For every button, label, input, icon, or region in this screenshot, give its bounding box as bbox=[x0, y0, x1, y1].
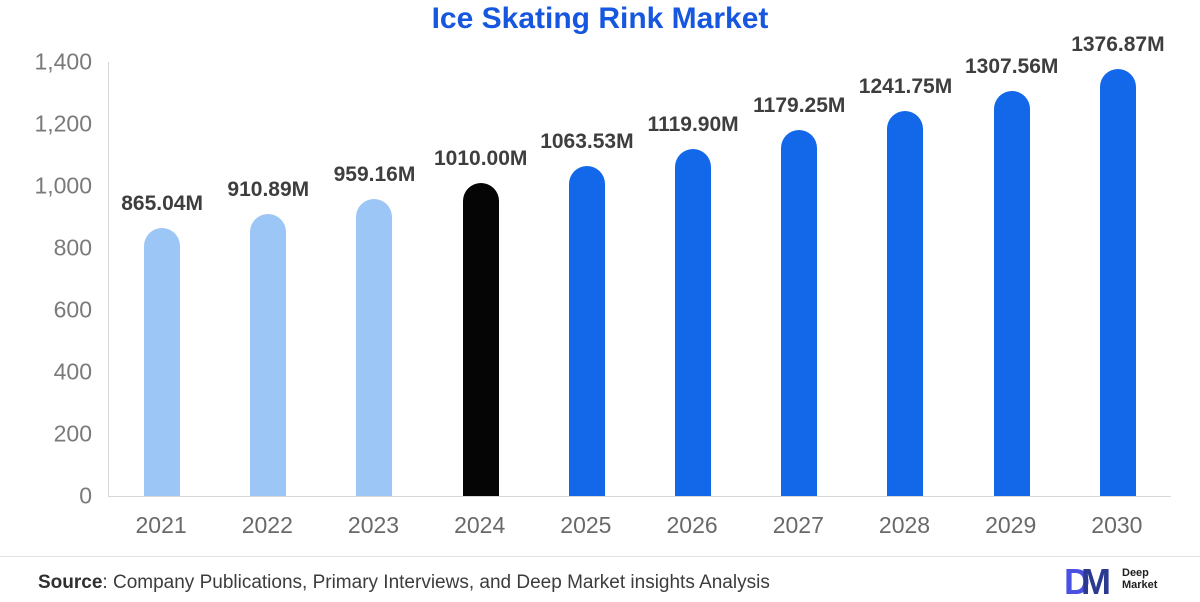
x-axis-tick-label: 2024 bbox=[454, 512, 506, 538]
x-axis-tick-label: 2030 bbox=[1091, 512, 1143, 538]
x-axis-tick-label: 2022 bbox=[241, 512, 293, 538]
y-axis-tick-label: 400 bbox=[53, 358, 92, 385]
bar-2029 bbox=[993, 90, 1030, 496]
bar-2028 bbox=[887, 111, 924, 496]
bar-value-label: 1010.00M bbox=[433, 146, 528, 170]
bar-value-label: 1119.90M bbox=[647, 112, 739, 136]
plot-area: 865.04M 910.89M 959.16M 1010.00M 1063.53M 111… bbox=[108, 34, 1171, 497]
bar-2021 bbox=[144, 227, 181, 496]
bar-slot-2023: 959.16M bbox=[321, 62, 427, 496]
y-axis-tick-label: 1,000 bbox=[34, 172, 92, 199]
bar-slot-2021: 865.04M bbox=[109, 62, 215, 496]
y-axis-tick-label: 1,400 bbox=[34, 48, 92, 75]
bar-slot-2029: 1307.56M bbox=[959, 56, 1065, 496]
x-axis-tick-label: 2026 bbox=[666, 512, 718, 538]
bar-value-label: 1307.56M bbox=[964, 54, 1059, 78]
bar-value-label: 1241.75M bbox=[858, 75, 953, 99]
bar-slot-2027: 1179.25M bbox=[746, 62, 852, 496]
y-axis-tick-label: 600 bbox=[53, 296, 92, 323]
bar-2027 bbox=[781, 130, 818, 496]
bar-value-label: 910.89M bbox=[227, 177, 310, 201]
bar-slot-2025: 1063.53M bbox=[534, 62, 640, 496]
logo-letter-d-icon: D bbox=[1064, 561, 1090, 602]
x-axis-tick-label: 2028 bbox=[878, 512, 931, 538]
bar-value-label: 865.04M bbox=[121, 191, 203, 215]
logo-name: Deep Market bbox=[1122, 567, 1157, 591]
bar-slot-2030: 1376.87M bbox=[1065, 34, 1171, 496]
bar-slot-2024: 1010.00M bbox=[428, 62, 534, 496]
source-text: : Company Publications, Primary Intervie… bbox=[102, 572, 770, 593]
y-axis: 0 200 400 600 800 1,000 1,200 1,400 bbox=[0, 50, 92, 507]
bar-slot-2028: 1241.75M bbox=[852, 62, 958, 496]
bar-2030 bbox=[1099, 69, 1136, 496]
x-axis-tick-label: 2023 bbox=[347, 512, 400, 538]
x-axis: 2021 2022 2023 2024 2025 2026 2027 2028 2029 2030 bbox=[108, 508, 1170, 542]
logo-name-line2: Market bbox=[1122, 579, 1158, 591]
bar-2025 bbox=[568, 166, 605, 496]
bar-slot-2026: 1119.90M bbox=[640, 62, 746, 496]
brand-logo: D M Deep Market bbox=[1064, 564, 1157, 600]
logo-letter-m-icon: M bbox=[1081, 561, 1111, 602]
y-axis-tick-label: 200 bbox=[53, 420, 92, 447]
y-axis-tick-label: 0 bbox=[79, 482, 92, 509]
bar-slot-2022: 910.89M bbox=[215, 62, 321, 496]
logo-name-line1: Deep bbox=[1122, 567, 1149, 579]
y-axis-tick-label: 1,200 bbox=[34, 110, 92, 137]
bar-value-label: 1376.87M bbox=[1071, 33, 1165, 57]
x-axis-tick-label: 2027 bbox=[772, 512, 824, 538]
logo-monogram: D M bbox=[1064, 564, 1116, 600]
bar-2024 bbox=[462, 182, 499, 496]
bar-2023 bbox=[356, 198, 393, 496]
bar-2026 bbox=[675, 148, 712, 496]
x-axis-tick-label: 2021 bbox=[135, 512, 187, 538]
x-axis-tick-label: 2025 bbox=[560, 512, 612, 538]
source-label: Source bbox=[38, 572, 103, 593]
bar-value-label: 1179.25M bbox=[753, 94, 846, 118]
y-axis-tick-label: 800 bbox=[53, 234, 92, 261]
bar-2022 bbox=[250, 213, 287, 496]
bar-value-label: 959.16M bbox=[333, 162, 416, 186]
x-axis-tick-label: 2029 bbox=[985, 512, 1037, 538]
chart-title: Ice Skating Rink Market bbox=[431, 2, 769, 35]
source-note: Source: Company Publications, Primary In… bbox=[38, 572, 770, 594]
bar-value-label: 1063.53M bbox=[540, 130, 634, 154]
footer-divider bbox=[0, 556, 1200, 557]
